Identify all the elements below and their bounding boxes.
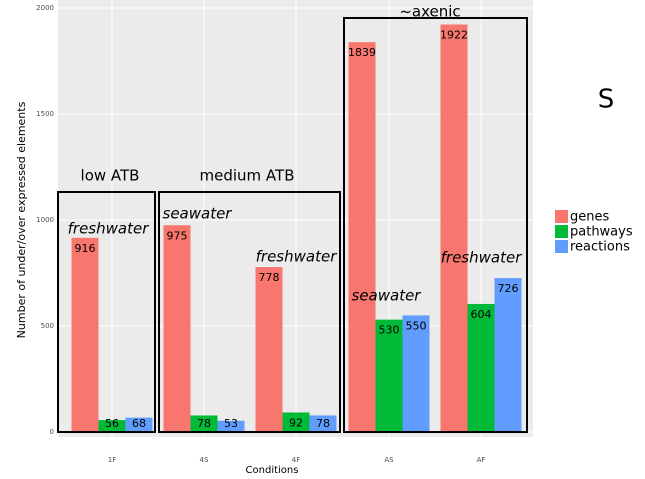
annotation: freshwater — [441, 249, 523, 267]
value-label: 53 — [224, 417, 238, 430]
y-tick-label: 500 — [41, 322, 54, 330]
value-label: 68 — [132, 417, 146, 430]
bar — [349, 42, 376, 432]
bar — [164, 225, 191, 432]
y-tick-label: 1000 — [36, 216, 54, 224]
x-tick-label: 4F — [292, 456, 300, 464]
chart: 0 500 1000 1500 2000 1F 4S 4F AS AF 916 975 778 1839… — [0, 0, 645, 479]
value-label: 1922 — [440, 29, 468, 42]
x-tick-label: AF — [477, 456, 486, 464]
annotation: freshwater — [68, 220, 150, 238]
annotation: medium ATB — [200, 167, 295, 185]
bar — [441, 25, 468, 432]
x-tick-label: AS — [384, 456, 394, 464]
annotation: seawater — [352, 287, 422, 305]
value-label: 92 — [289, 416, 303, 429]
annotation: ~axenic — [399, 3, 460, 21]
value-label: 530 — [379, 324, 400, 337]
value-label: 78 — [316, 417, 330, 430]
value-label: 604 — [471, 308, 492, 321]
annotation: freshwater — [256, 248, 338, 266]
y-tick-label: 2000 — [36, 4, 54, 12]
annotation: low ATB — [81, 167, 140, 185]
bar — [403, 315, 430, 432]
y-tick-label: 0 — [50, 428, 54, 436]
y-tick-label: 1500 — [36, 110, 54, 118]
annotation: seawater — [163, 205, 233, 223]
legend-label: pathways — [570, 225, 633, 240]
x-axis-title: Conditions — [246, 465, 299, 476]
bar — [256, 267, 283, 432]
y-axis-title: Number of under/over expressed elements — [15, 101, 28, 338]
x-tick-label: 1F — [108, 456, 116, 464]
bar — [468, 304, 495, 432]
value-label: 56 — [105, 417, 119, 430]
value-label: 726 — [498, 282, 519, 295]
legend-swatch — [555, 240, 568, 253]
bar — [495, 278, 522, 432]
value-label: 778 — [259, 271, 280, 284]
legend-swatch — [555, 210, 568, 223]
value-label: 78 — [197, 417, 211, 430]
legend-label: reactions — [570, 240, 630, 255]
x-tick-label: 4S — [200, 456, 209, 464]
value-label: 1839 — [348, 46, 376, 59]
value-label: 975 — [167, 229, 188, 242]
bar — [72, 238, 99, 432]
legend-swatch — [555, 225, 568, 238]
annotation: S — [598, 85, 615, 115]
value-label: 550 — [406, 319, 427, 332]
legend-label: genes — [570, 210, 609, 225]
value-label: 916 — [75, 242, 96, 255]
